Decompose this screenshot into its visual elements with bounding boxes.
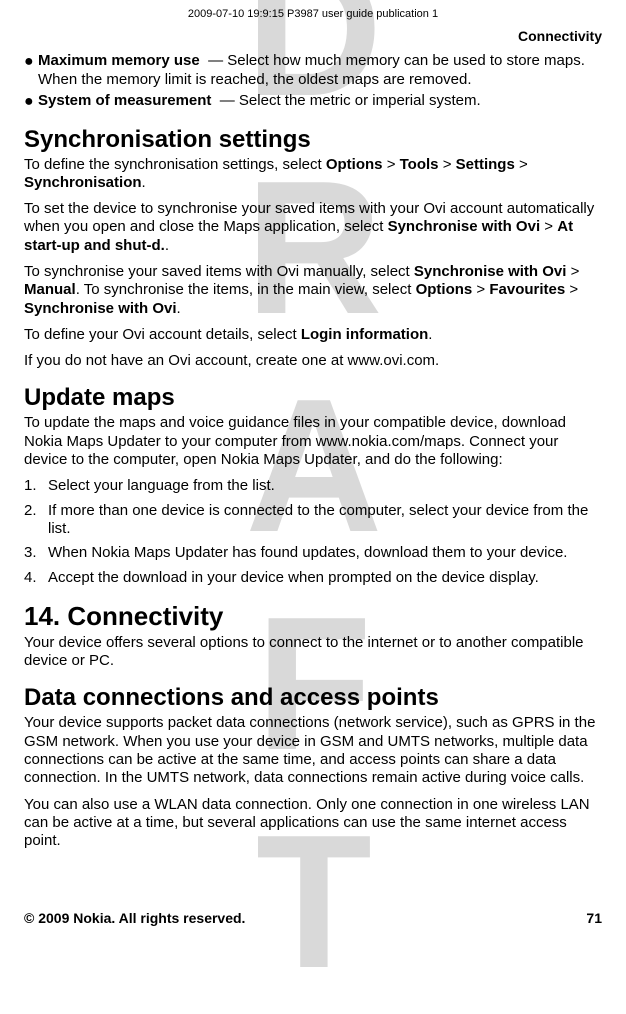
paragraph: If you do not have an Ovi account, creat…: [24, 352, 602, 370]
step-number: 3.: [24, 544, 48, 562]
step-text: Accept the download in your device when …: [48, 569, 602, 587]
bullet-label: Maximum memory use: [38, 52, 200, 69]
menu-path-item: Manual: [24, 281, 76, 298]
paragraph: To synchronise your saved items with Ovi…: [24, 263, 602, 318]
bullet-text: Maximum memory use — Select how much mem…: [38, 52, 602, 90]
bullet-system-measurement: ● System of measurement — Select the met…: [24, 92, 602, 112]
gt: >: [544, 218, 553, 235]
section-corner-label: Connectivity: [24, 28, 602, 44]
bullet-label: System of measurement: [38, 92, 211, 109]
header-timestamp: 2009-07-10 19:9:15 P3987 user guide publ…: [24, 8, 602, 20]
step-number: 2.: [24, 502, 48, 520]
bullet-icon: ●: [24, 52, 38, 72]
step-4: 4.Accept the download in your device whe…: [24, 569, 602, 587]
heading-sync: Synchronisation settings: [24, 126, 602, 154]
gt: >: [519, 156, 528, 173]
step-3: 3.When Nokia Maps Updater has found upda…: [24, 544, 602, 562]
menu-path-item: Options: [326, 156, 383, 173]
menu-path-item: Synchronise with Ovi: [24, 300, 177, 317]
paragraph: You can also use a WLAN data connection.…: [24, 796, 602, 851]
step-text: If more than one device is connected to …: [48, 502, 602, 539]
gt: >: [387, 156, 396, 173]
menu-path-item: Settings: [456, 156, 515, 173]
text: To synchronise your saved items with Ovi…: [24, 263, 414, 280]
heading-chapter-14: 14. Connectivity: [24, 601, 602, 632]
footer-copyright: © 2009 Nokia. All rights reserved.: [24, 910, 245, 926]
text: .: [177, 300, 181, 317]
paragraph: To set the device to synchronise your sa…: [24, 200, 602, 255]
step-number: 4.: [24, 569, 48, 587]
gt: >: [443, 156, 452, 173]
step-number: 1.: [24, 477, 48, 495]
paragraph: To define the synchronisation settings, …: [24, 156, 602, 193]
step-2: 2.If more than one device is connected t…: [24, 502, 602, 539]
bullet-icon: ●: [24, 92, 38, 112]
text: .: [428, 326, 432, 343]
step-1: 1.Select your language from the list.: [24, 477, 602, 495]
bullet-max-memory: ● Maximum memory use — Select how much m…: [24, 52, 602, 90]
step-text: Select your language from the list.: [48, 477, 602, 495]
footer-page-number: 71: [586, 910, 602, 926]
menu-path-item: Options: [416, 281, 473, 298]
text: .: [142, 174, 146, 191]
menu-path-item: Login information: [301, 326, 428, 343]
bullet-text: System of measurement — Select the metri…: [38, 92, 602, 111]
paragraph: To define your Ovi account details, sele…: [24, 326, 602, 344]
text: To define your Ovi account details, sele…: [24, 326, 301, 343]
text: . To synchronise the items, in the main …: [76, 281, 416, 298]
gt: >: [476, 281, 485, 298]
gt: >: [571, 263, 580, 280]
menu-path-item: Synchronise with Ovi: [388, 218, 541, 235]
bullet-desc: — Select the metric or imperial system.: [220, 92, 481, 109]
menu-path-item: Synchronise with Ovi: [414, 263, 567, 280]
text: .: [165, 237, 169, 254]
menu-path-item: Tools: [400, 156, 439, 173]
heading-data-connections: Data connections and access points: [24, 684, 602, 712]
gt: >: [569, 281, 578, 298]
paragraph: Your device supports packet data connect…: [24, 714, 602, 787]
heading-update-maps: Update maps: [24, 384, 602, 412]
step-text: When Nokia Maps Updater has found update…: [48, 544, 602, 562]
menu-path-item: Favourites: [489, 281, 565, 298]
menu-path-item: Synchronisation: [24, 174, 142, 191]
paragraph: To update the maps and voice guidance fi…: [24, 414, 602, 469]
paragraph: Your device offers several options to co…: [24, 634, 602, 671]
text: To define the synchronisation settings, …: [24, 156, 326, 173]
